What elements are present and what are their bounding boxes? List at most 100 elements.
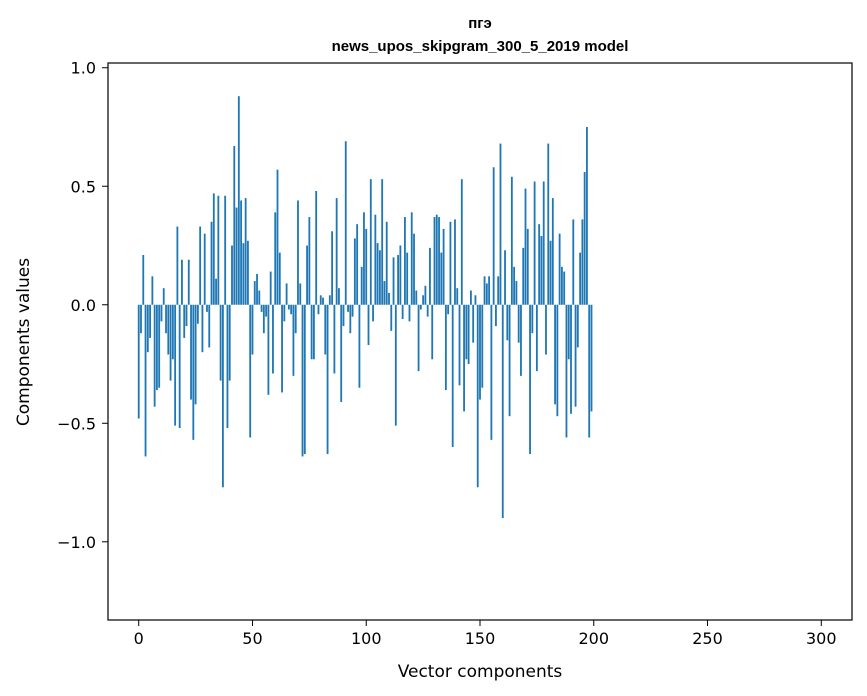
bars-group <box>137 96 593 519</box>
bar <box>165 304 167 334</box>
bar <box>235 207 238 305</box>
x-tick-label: 100 <box>351 629 382 648</box>
bar <box>253 281 256 305</box>
bar <box>390 304 393 331</box>
bar <box>444 304 447 391</box>
bar <box>299 283 302 305</box>
bar <box>176 226 179 305</box>
bar <box>531 304 534 334</box>
bar <box>149 304 151 338</box>
bar <box>326 304 329 455</box>
y-axis-ticks: 1.0 0.5 0.0 −0.5 −1.0 <box>57 59 108 552</box>
bar <box>353 238 356 305</box>
y-tick-label: −0.5 <box>57 414 96 433</box>
bar <box>137 304 140 419</box>
bar <box>415 290 418 305</box>
bar <box>458 304 461 386</box>
bar <box>474 295 477 305</box>
bar <box>533 181 536 305</box>
bar <box>561 266 563 305</box>
bar <box>408 304 411 322</box>
bar <box>183 304 186 338</box>
bar <box>294 304 297 334</box>
bar <box>285 283 288 305</box>
bar <box>538 224 541 305</box>
bar <box>574 304 577 407</box>
bar <box>429 247 431 305</box>
bar <box>549 240 552 305</box>
bar <box>565 304 568 438</box>
bar <box>579 252 582 305</box>
bar <box>465 304 468 360</box>
bar <box>169 304 172 381</box>
bar <box>226 304 229 429</box>
x-tick-label: 300 <box>806 629 837 648</box>
bar <box>524 188 527 305</box>
bar <box>267 304 270 395</box>
bar <box>153 304 156 407</box>
bar <box>269 271 272 305</box>
bar <box>342 304 345 327</box>
x-axis-label: Vector components <box>398 662 563 682</box>
bar <box>303 304 306 455</box>
bar <box>360 266 363 305</box>
bar <box>224 195 227 305</box>
bar <box>372 304 374 322</box>
bar <box>178 304 181 429</box>
bar <box>435 214 438 305</box>
bar <box>194 304 197 405</box>
x-tick-label: 200 <box>578 629 609 648</box>
bar <box>590 304 593 412</box>
bar <box>174 304 177 426</box>
bar <box>212 193 215 305</box>
bar <box>196 304 199 324</box>
bar <box>278 252 281 305</box>
bar <box>319 295 322 305</box>
bar <box>290 304 293 315</box>
bar <box>417 304 420 372</box>
bar <box>315 190 318 305</box>
bar <box>499 143 502 305</box>
bar <box>292 304 295 376</box>
bar <box>256 273 258 305</box>
bar <box>192 304 195 440</box>
bar <box>201 304 204 353</box>
bar <box>217 195 220 305</box>
bar <box>467 304 470 365</box>
bar <box>265 304 268 317</box>
bar <box>374 214 377 305</box>
bar <box>283 304 286 322</box>
bar <box>358 304 361 388</box>
bar <box>381 179 384 305</box>
bar <box>158 304 161 388</box>
bar <box>199 226 202 305</box>
bar <box>576 304 579 348</box>
bar <box>456 288 459 305</box>
bar <box>260 304 263 312</box>
bar <box>349 304 352 334</box>
bar <box>551 198 554 305</box>
chart-title-line1: пгэ <box>468 15 492 32</box>
bar <box>438 217 440 305</box>
bar <box>583 172 586 305</box>
bar <box>515 281 518 305</box>
bar <box>460 179 463 305</box>
bar <box>333 304 336 374</box>
bar <box>483 276 486 305</box>
bar <box>431 304 434 360</box>
bar <box>410 212 413 305</box>
bar <box>262 304 265 334</box>
bar <box>244 198 247 305</box>
bar <box>540 236 543 305</box>
bar <box>556 304 559 417</box>
bar <box>210 221 213 305</box>
bar <box>508 304 511 417</box>
bar <box>542 181 545 305</box>
bar <box>231 245 233 305</box>
bar <box>463 304 465 412</box>
bar <box>504 250 506 305</box>
bar <box>190 304 192 400</box>
bar <box>394 304 397 426</box>
bar <box>422 295 425 305</box>
bar <box>171 304 174 360</box>
